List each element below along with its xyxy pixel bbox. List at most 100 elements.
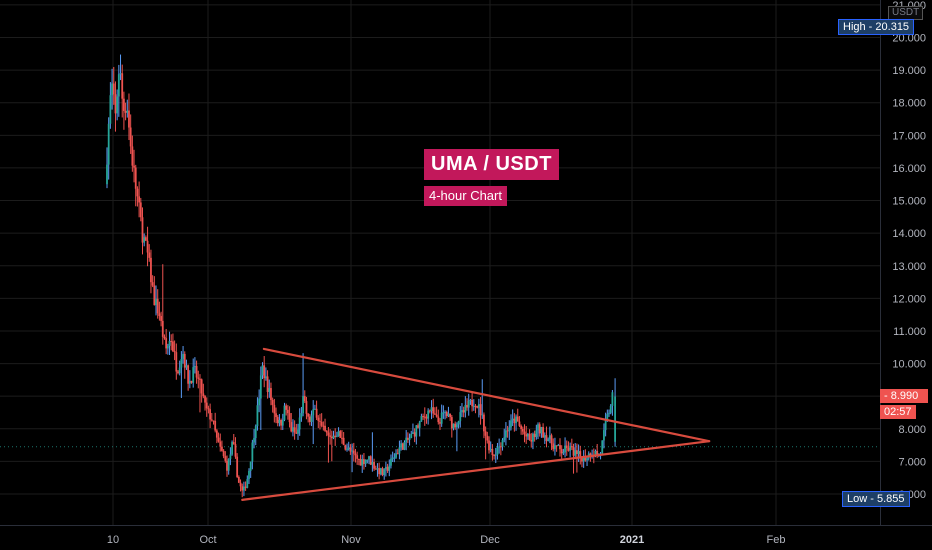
candle-body	[412, 432, 414, 434]
candle-body	[455, 424, 458, 428]
y-tick-label: 17.000	[892, 130, 926, 142]
candle-body	[434, 413, 436, 415]
candle-body	[334, 435, 337, 437]
candle-body	[288, 413, 291, 423]
candle-body	[499, 446, 502, 448]
candle-body	[197, 377, 200, 379]
candle-body	[156, 298, 159, 314]
candle-body	[398, 447, 401, 454]
candle-body	[439, 422, 441, 424]
candle-body	[493, 455, 495, 457]
y-tick-label: 13.000	[892, 261, 926, 273]
candle-body	[248, 470, 250, 480]
candle-body	[200, 379, 203, 394]
y-tick-label: 21.000	[892, 0, 926, 12]
candle-body	[214, 420, 217, 431]
candle-body	[425, 416, 428, 419]
candle-body	[302, 395, 304, 414]
chart-title: UMA / USDT	[424, 149, 559, 180]
candle-body	[405, 437, 408, 443]
candle-body	[459, 412, 462, 422]
candle-body	[533, 433, 536, 438]
candle-body	[190, 380, 193, 383]
low-badge: Low - 5.855	[842, 491, 910, 507]
candle-body	[298, 417, 301, 430]
candle-body	[403, 442, 406, 450]
last-price-prefix: -	[884, 390, 891, 402]
last-price-badge: - 8.990	[880, 389, 928, 403]
candle-body	[379, 468, 382, 475]
candle-body	[444, 411, 446, 413]
candle-body	[138, 196, 141, 203]
candle-body	[131, 146, 134, 166]
candle-body	[188, 380, 191, 384]
candle-body	[106, 164, 108, 185]
candle-body	[390, 458, 392, 466]
candle-body	[560, 449, 563, 454]
candle-body	[368, 456, 370, 460]
candle-body	[488, 440, 490, 451]
candle-body	[239, 482, 242, 487]
candle-body	[215, 430, 218, 438]
candle-body	[467, 400, 470, 408]
candle-body	[337, 431, 340, 437]
y-tick-label: 18.000	[892, 98, 926, 110]
candle-body	[609, 405, 612, 413]
candle-body	[281, 419, 284, 426]
candle-body	[330, 436, 333, 439]
candle-body	[123, 98, 125, 111]
price-axis[interactable]: 21.000 20.000 19.000 18.000 17.000 16.000 15.0…	[0, 0, 932, 526]
candle-body	[205, 402, 208, 409]
x-tick-label: Feb	[767, 534, 786, 546]
candle-body	[207, 408, 210, 410]
candle-body	[586, 458, 588, 461]
candle-body	[193, 366, 196, 368]
candle-body	[219, 441, 222, 447]
time-axis[interactable]: 10 Oct Nov Dec 2021 Feb	[107, 534, 786, 546]
y-tick-label: 10.000	[892, 359, 926, 371]
y-tick-label: 19.000	[892, 65, 926, 77]
candle-body	[471, 399, 474, 407]
candle-body	[346, 449, 348, 451]
candle-body	[310, 415, 313, 422]
candle-body	[442, 412, 445, 414]
candle-body	[285, 405, 288, 410]
candle-body	[401, 443, 404, 450]
candle-body	[155, 298, 157, 306]
x-tick-label: Oct	[199, 534, 216, 546]
candle-body	[572, 447, 575, 456]
y-tick-label: 8.000	[898, 424, 926, 436]
candle-body	[449, 413, 452, 418]
triangle-lower-trendline[interactable]	[241, 440, 711, 501]
high-value: 20.315	[875, 21, 910, 33]
candle-body	[576, 450, 578, 455]
candle-body	[151, 282, 154, 286]
candle-body	[532, 433, 534, 442]
candle-body	[376, 468, 379, 470]
candle-body	[261, 365, 264, 376]
candle-body	[136, 188, 139, 197]
candle-body	[117, 74, 120, 97]
candles	[106, 54, 616, 498]
candle-body	[474, 405, 477, 407]
candle-body	[347, 447, 350, 450]
candle-body	[550, 435, 553, 444]
candle-body	[378, 468, 381, 475]
triangle-upper-trendline[interactable]	[262, 347, 711, 443]
candle-body	[511, 418, 514, 421]
candle-body	[246, 479, 249, 488]
candle-body	[183, 353, 186, 368]
candle-body	[366, 459, 369, 461]
candle-body	[153, 285, 156, 306]
candle-body	[324, 425, 326, 431]
candle-body	[361, 459, 364, 466]
candle-body	[295, 432, 298, 434]
candle-body	[481, 414, 484, 416]
candle-body	[427, 410, 430, 419]
candle-body	[168, 340, 171, 346]
candle-body	[199, 378, 201, 380]
candle-body	[450, 417, 453, 429]
candle-body	[341, 437, 343, 439]
